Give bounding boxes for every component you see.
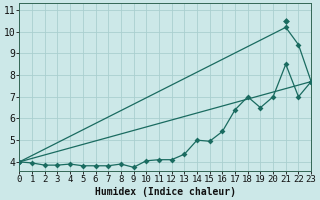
X-axis label: Humidex (Indice chaleur): Humidex (Indice chaleur) bbox=[95, 186, 236, 197]
